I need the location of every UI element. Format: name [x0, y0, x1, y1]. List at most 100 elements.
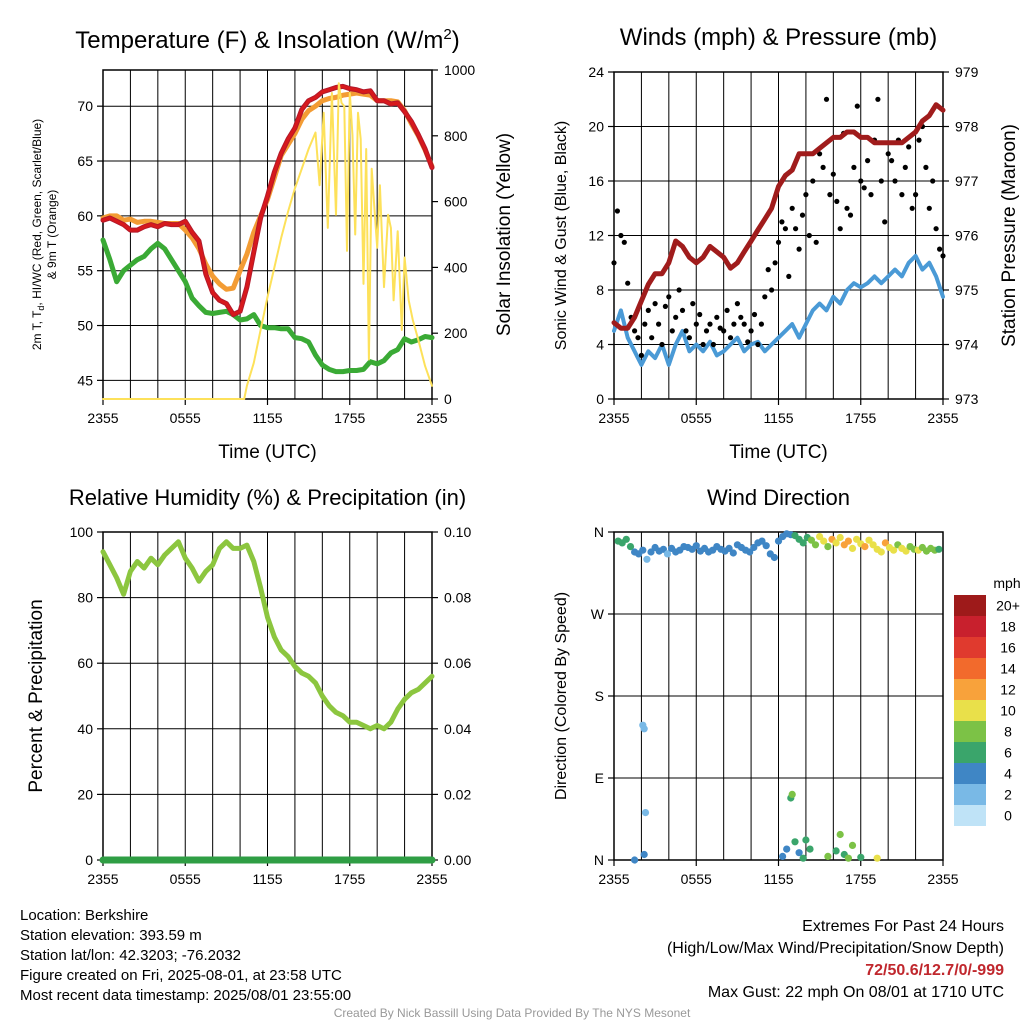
gust-point — [813, 239, 819, 245]
extremes-values: 72/50.6/12.7/0/-999 — [865, 962, 1004, 979]
dir-ytick-label: N — [594, 852, 604, 868]
gust-point — [724, 307, 730, 313]
rh-ytick-label: 40 — [77, 721, 93, 737]
rh-ytick-label: 60 — [77, 655, 93, 671]
direction-point — [762, 542, 770, 550]
gust-point — [649, 335, 655, 341]
gust-point — [731, 321, 737, 327]
wind-y-axis-label: Sonic Wind & Gust (Blue, Black) — [553, 121, 570, 350]
gust-point — [868, 192, 874, 198]
direction-point — [811, 541, 820, 549]
rh-ytick-label: 0 — [85, 852, 93, 868]
rh-y-axis-label: Percent & Precipitation — [26, 599, 47, 792]
temp-ytick-label: 50 — [77, 318, 93, 334]
rh-xtick-label: 1155 — [252, 871, 282, 887]
dir-xtick-label: 2355 — [927, 871, 958, 887]
wind-ytick-label: 20 — [588, 119, 604, 135]
speed-legend-swatch — [954, 658, 986, 679]
direction-point — [729, 549, 737, 557]
gust-point — [700, 341, 706, 348]
speed-legend-label: 0 — [1004, 808, 1012, 824]
figure-created: Figure created on Fri, 2025-08-01, at 23… — [20, 967, 342, 984]
dir-xtick-label: 0555 — [681, 871, 712, 887]
gust-point — [906, 144, 912, 150]
gust-point — [820, 164, 826, 170]
gust-point — [717, 325, 723, 331]
gust-point — [635, 335, 641, 341]
gust-point — [854, 103, 860, 109]
insolation-line — [102, 82, 433, 400]
temp-y-axis-label-line2: & 9m T (Orange) — [45, 190, 59, 280]
wind-xtick-label: 1155 — [763, 410, 793, 426]
wind-y2-axis-label: Station Pressure (Maroon) — [999, 124, 1020, 347]
speed-legend-label: 2 — [1004, 787, 1012, 803]
speed-legend-swatch — [954, 679, 986, 700]
gust-point — [762, 294, 768, 300]
gust-point — [710, 341, 717, 348]
rh-xtick-label: 1755 — [334, 871, 365, 887]
gust-point — [937, 246, 943, 252]
direction-point — [873, 854, 881, 862]
gust-point — [673, 314, 679, 320]
dir-ytick-label: W — [591, 606, 605, 622]
direction-point — [853, 535, 861, 543]
gust-point — [693, 321, 699, 327]
direction-point — [848, 544, 857, 553]
temp-ytick-label: 55 — [77, 263, 93, 279]
speed-legend-label: 10 — [1000, 703, 1016, 719]
temp-ytick-label: 65 — [77, 153, 93, 169]
wind-y2tick-label: 973 — [955, 391, 979, 407]
rh-y2tick-label: 0.08 — [444, 590, 471, 606]
direction-point — [832, 539, 840, 547]
gust-point — [793, 226, 799, 232]
speed-legend-swatch — [954, 616, 986, 637]
gust-point — [669, 328, 675, 334]
gust-point — [926, 205, 932, 211]
temp-x-axis-label: Time (UTC) — [218, 442, 317, 463]
direction-point — [832, 847, 840, 855]
gust-point — [892, 178, 898, 184]
gust-point — [902, 164, 908, 170]
gust-point — [707, 321, 713, 327]
extremes-subtitle: (High/Low/Max Wind/Precipitation/Snow De… — [666, 940, 1004, 957]
rh-y2tick-label: 0.10 — [444, 524, 471, 540]
temp-y2tick-label: 1000 — [444, 62, 475, 78]
direction-point — [770, 553, 779, 562]
temp-chart-title: Temperature (F) & Insolation (W/m2) — [75, 26, 459, 54]
direction-point — [824, 852, 832, 861]
gust-point — [748, 328, 754, 334]
gust-point — [933, 226, 939, 232]
gust-point — [645, 307, 651, 313]
speed-legend-title: mph — [993, 575, 1020, 591]
gust-point — [865, 158, 871, 164]
gust-point — [786, 273, 792, 279]
gust-point — [632, 328, 638, 334]
gust-point — [834, 198, 840, 204]
direction-point — [640, 850, 648, 859]
gust-point — [830, 171, 836, 177]
extremes-title: Extremes For Past 24 Hours — [802, 918, 1004, 935]
pressure-line — [611, 102, 946, 331]
dewpoint-line — [100, 237, 435, 375]
gust-point — [683, 328, 689, 334]
gust-point — [913, 192, 919, 198]
gust-point — [837, 226, 843, 232]
direction-point — [844, 854, 853, 862]
chart-canvas: 2355 0555 1155 1755 235545505560657002004006… — [26, 24, 1021, 887]
gust-point — [940, 253, 946, 259]
gust-point — [779, 219, 785, 225]
gust-point — [772, 260, 778, 266]
relative-humidity-line — [100, 539, 435, 732]
temp-y2tick-label: 0 — [444, 391, 452, 407]
station-info: Location: Berkshire Station elevation: 3… — [20, 906, 351, 1006]
wind-x-axis-label: Time (UTC) — [729, 442, 828, 463]
direction-point — [795, 849, 803, 857]
temp-xtick-label: 0555 — [170, 410, 201, 426]
direction-point — [836, 533, 844, 542]
rh-ytick-label: 20 — [77, 786, 93, 802]
speed-legend-label: 6 — [1004, 745, 1012, 761]
direction-point — [799, 539, 807, 547]
wind-y2tick-label: 977 — [955, 173, 979, 189]
gust-point — [714, 314, 720, 320]
